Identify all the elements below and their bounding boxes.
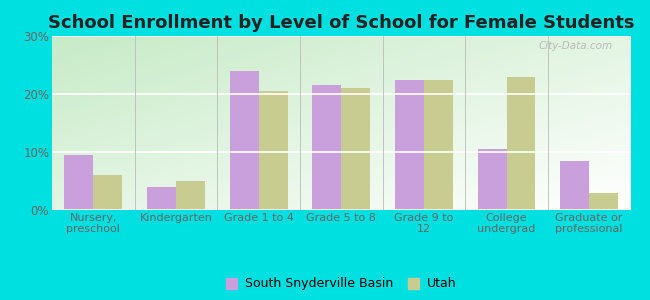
Bar bbox=[176, 181, 205, 210]
Bar bbox=[312, 85, 341, 210]
Bar bbox=[560, 161, 589, 210]
Bar bbox=[64, 155, 94, 210]
Title: School Enrollment by Level of School for Female Students: School Enrollment by Level of School for… bbox=[48, 14, 634, 32]
Bar bbox=[147, 187, 176, 210]
Text: City-Data.com: City-Data.com bbox=[539, 41, 613, 51]
Bar bbox=[94, 175, 122, 210]
Bar bbox=[478, 149, 506, 210]
Bar bbox=[341, 88, 370, 210]
Legend: South Snyderville Basin, Utah: South Snyderville Basin, Utah bbox=[222, 274, 460, 294]
Bar bbox=[259, 91, 287, 210]
Bar bbox=[506, 76, 536, 210]
Bar bbox=[424, 80, 453, 210]
Bar bbox=[395, 80, 424, 210]
Bar bbox=[589, 193, 618, 210]
Bar bbox=[229, 71, 259, 210]
